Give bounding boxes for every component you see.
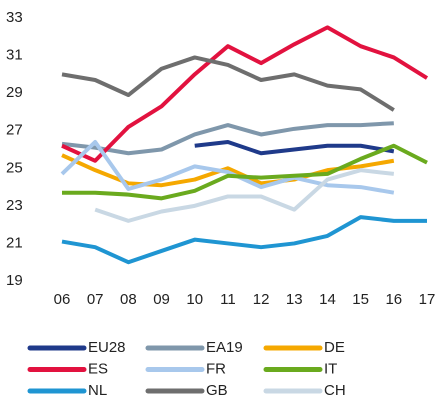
series-line xyxy=(61,55,395,112)
y-tick-label: 19 xyxy=(6,272,23,289)
series-line xyxy=(61,25,429,163)
legend-label: IT xyxy=(324,360,337,377)
x-tick-label: 10 xyxy=(186,291,203,308)
legend-label: EA19 xyxy=(206,339,243,356)
x-tick-label: 16 xyxy=(385,291,402,308)
x-tick-label: 14 xyxy=(319,291,336,308)
x-tick-label: 12 xyxy=(253,291,270,308)
legend-label: GB xyxy=(206,382,228,399)
legend-label: FR xyxy=(206,360,226,377)
y-tick-label: 25 xyxy=(6,159,23,176)
x-tick-label: 09 xyxy=(153,291,170,308)
y-tick-label: 33 xyxy=(6,9,23,26)
series-line xyxy=(62,143,428,201)
x-tick-label: 13 xyxy=(286,291,303,308)
x-tick-label: 06 xyxy=(54,291,71,308)
legend-label: DE xyxy=(324,339,345,356)
x-tick-label: 17 xyxy=(419,291,436,308)
y-tick-label: 23 xyxy=(6,197,23,214)
series-line xyxy=(194,139,395,156)
legend-label: EU28 xyxy=(88,339,126,356)
legend-label: CH xyxy=(324,382,346,399)
x-tick-label: 08 xyxy=(120,291,137,308)
x-tick-label: 07 xyxy=(87,291,104,308)
legend-label: ES xyxy=(88,360,108,377)
y-tick-label: 29 xyxy=(6,84,23,101)
series-line xyxy=(60,139,395,195)
legend-label: NL xyxy=(88,382,107,399)
series-line xyxy=(61,121,394,156)
y-tick-label: 21 xyxy=(6,234,23,251)
series-line xyxy=(94,168,395,223)
y-tick-label: 27 xyxy=(6,122,23,139)
series-line xyxy=(61,215,427,265)
x-tick-label: 11 xyxy=(220,291,236,308)
x-tick-label: 15 xyxy=(352,291,369,308)
y-tick-label: 31 xyxy=(6,47,23,64)
